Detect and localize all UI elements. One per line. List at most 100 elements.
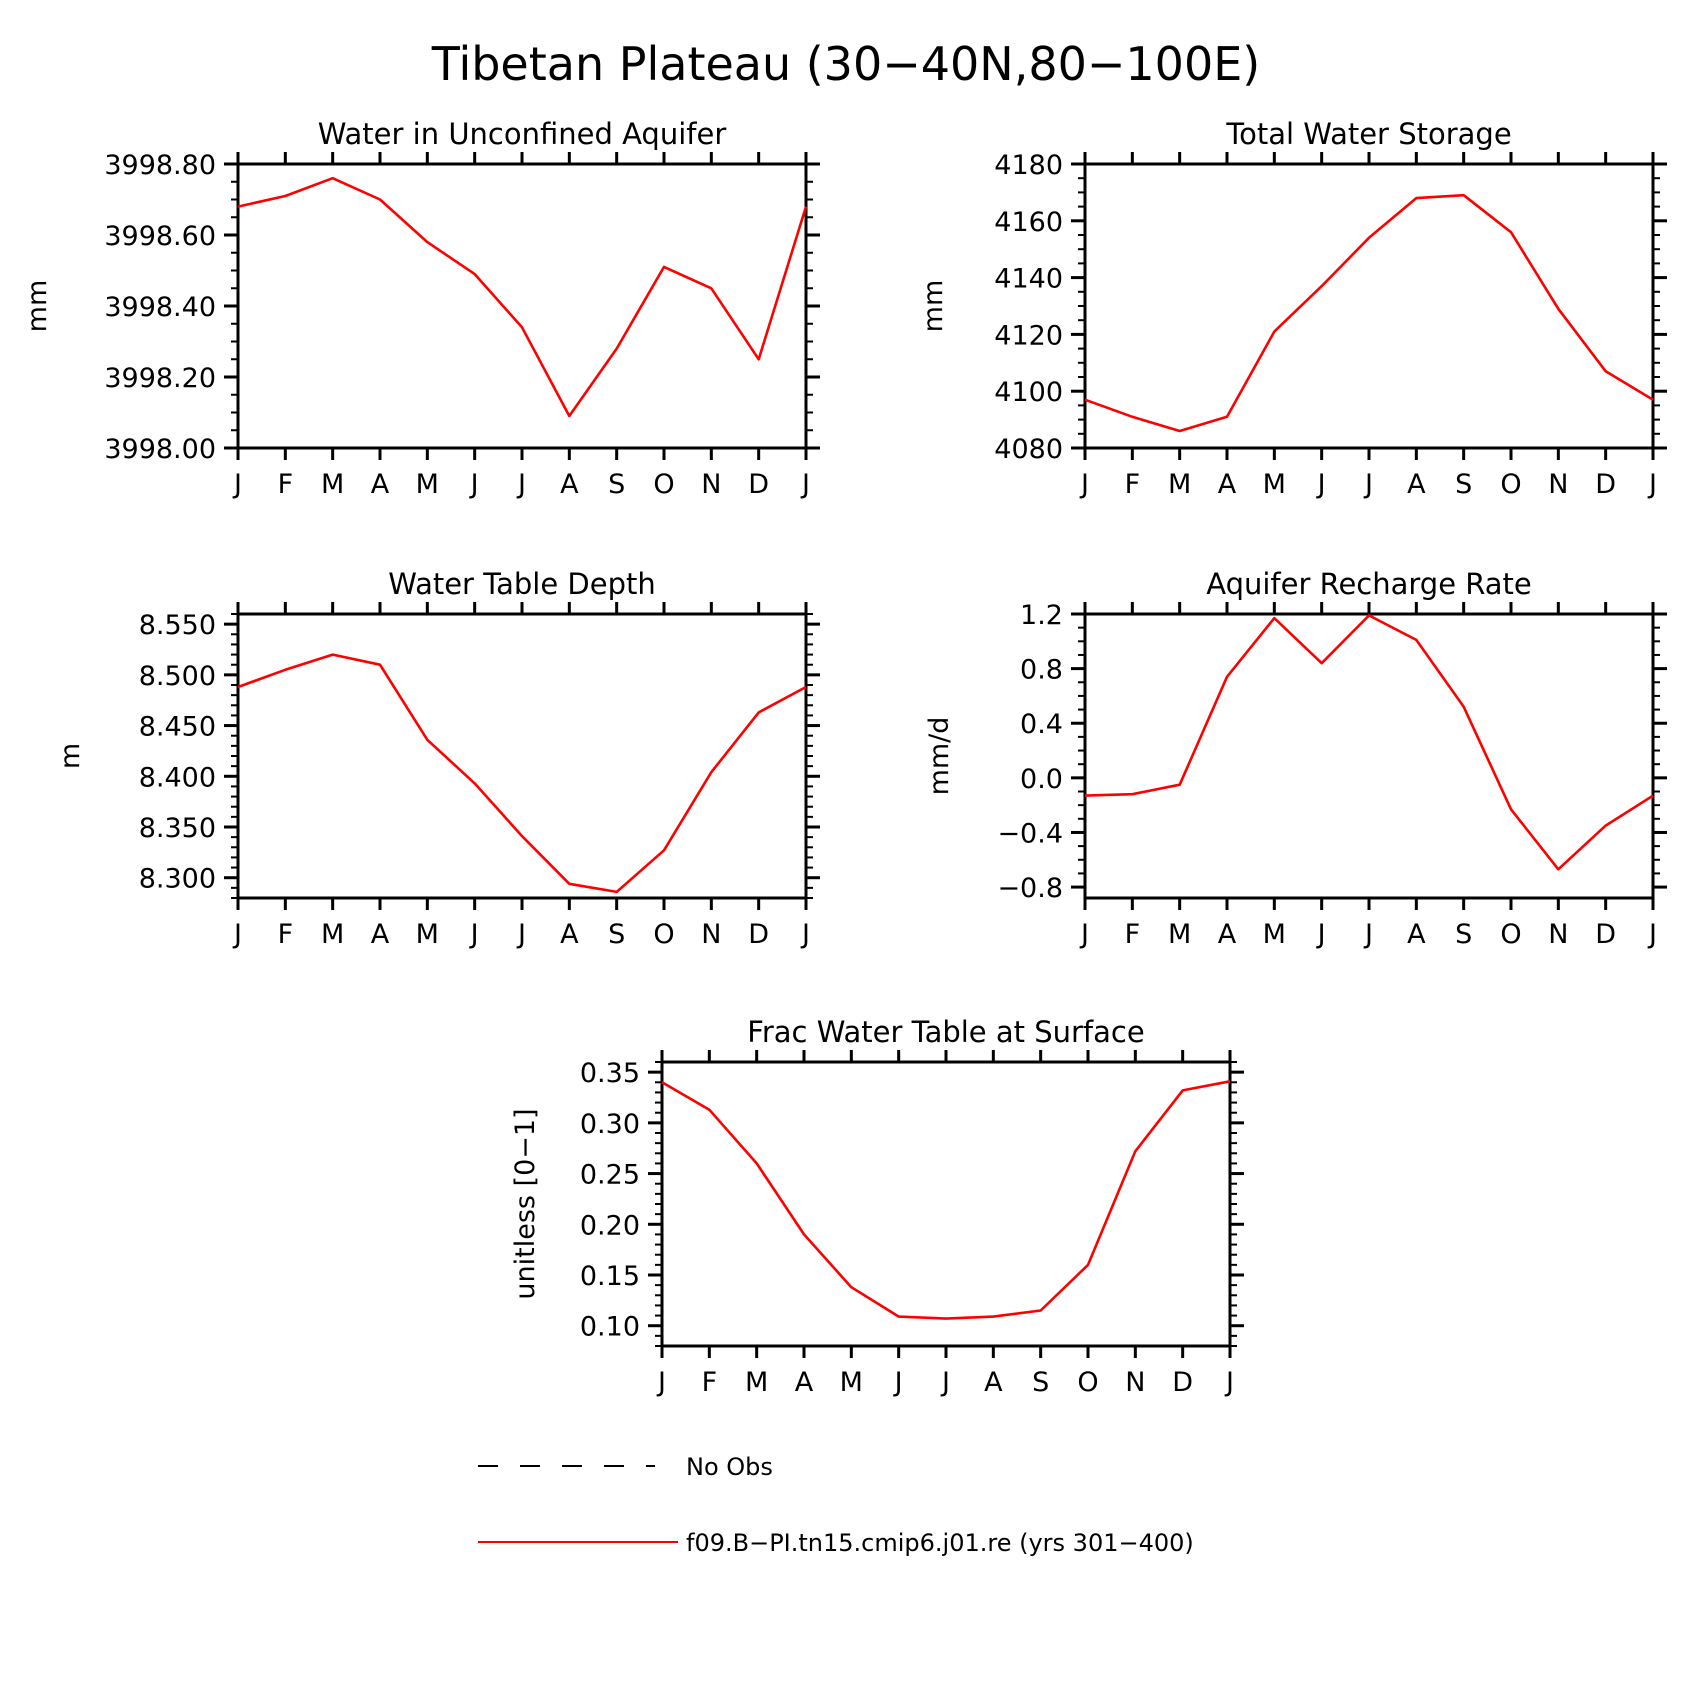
- series-line-model: [237, 653, 807, 894]
- y-tick-label: 4140: [994, 264, 1063, 295]
- y-axis-label: m: [55, 743, 86, 769]
- x-tick-label: A: [984, 1367, 1003, 1398]
- y-tick-label: −0.4: [997, 818, 1063, 849]
- x-tick-label: A: [1407, 469, 1426, 500]
- y-tick-label: 8.450: [139, 712, 216, 743]
- plot-frame: [660, 1060, 1232, 1348]
- x-tick-label: J: [516, 469, 526, 500]
- y-tick-label: 0.15: [580, 1261, 640, 1292]
- y-tick-label: 0.30: [580, 1109, 640, 1140]
- panel-title: Water in Unconfined Aquifer: [318, 117, 727, 151]
- x-tick-label: F: [1125, 469, 1141, 500]
- y-tick-label: 3998.80: [104, 150, 216, 181]
- x-tick-label: N: [1125, 1367, 1145, 1398]
- x-tick-label: M: [1168, 469, 1191, 500]
- x-tick-label: A: [1218, 469, 1237, 500]
- x-tick-label: J: [232, 919, 242, 950]
- y-tick-label: 8.550: [139, 610, 216, 641]
- x-tick-label: J: [469, 469, 479, 500]
- x-tick-label: N: [701, 469, 721, 500]
- x-tick-label: M: [321, 919, 344, 950]
- y-tick-label: 1.2: [1020, 600, 1063, 631]
- x-tick-label: A: [1218, 919, 1237, 950]
- x-tick-label: J: [800, 919, 810, 950]
- x-tick-label: S: [608, 469, 625, 500]
- y-tick-label: 4160: [994, 207, 1063, 238]
- figure-title: Tibetan Plateau (30−40N,80−100E): [431, 37, 1260, 91]
- x-tick-label: N: [1548, 469, 1568, 500]
- plot-frame: [1083, 612, 1655, 900]
- x-tick-label: A: [371, 469, 390, 500]
- y-tick-label: 0.4: [1020, 709, 1063, 740]
- series-line-model: [661, 1080, 1231, 1320]
- y-tick-label: 8.400: [139, 762, 216, 793]
- x-tick-label: J: [656, 1367, 666, 1398]
- x-tick-label: J: [232, 469, 242, 500]
- x-tick-label: O: [1500, 469, 1521, 500]
- x-tick-label: J: [893, 1367, 903, 1398]
- y-tick-label: 3998.40: [104, 292, 216, 323]
- x-tick-label: J: [1316, 919, 1326, 950]
- x-tick-label: F: [278, 919, 294, 950]
- x-tick-label: D: [1595, 919, 1616, 950]
- x-tick-label: S: [1455, 469, 1472, 500]
- x-tick-label: M: [321, 469, 344, 500]
- y-tick-label: 4180: [994, 150, 1063, 181]
- x-tick-label: S: [608, 919, 625, 950]
- y-tick-label: 4120: [994, 320, 1063, 351]
- y-tick-label: 3998.60: [104, 221, 216, 252]
- x-tick-label: J: [1316, 469, 1326, 500]
- panel-frac-water-table: Frac Water Table at Surface unitless [0−1…: [510, 1015, 1244, 1398]
- x-tick-label: N: [1548, 919, 1568, 950]
- plot-frame: [1083, 162, 1655, 450]
- x-tick-label: M: [840, 1367, 863, 1398]
- y-tick-label: 8.500: [139, 661, 216, 692]
- x-tick-label: A: [371, 919, 390, 950]
- legend-model-label: f09.B−PI.tn15.cmip6.j01.re (yrs 301−400): [686, 1529, 1194, 1557]
- series-line-model: [1084, 193, 1654, 433]
- x-tick-label: A: [560, 469, 579, 500]
- y-axis-label: mm: [918, 280, 949, 333]
- x-tick-label: J: [1647, 469, 1657, 500]
- x-tick-label: S: [1455, 919, 1472, 950]
- series-line-model: [237, 176, 808, 418]
- x-tick-label: F: [278, 469, 294, 500]
- x-tick-label: A: [795, 1367, 814, 1398]
- x-tick-label: A: [560, 919, 579, 950]
- x-tick-label: M: [416, 919, 439, 950]
- x-tick-label: J: [1363, 919, 1373, 950]
- plot-frame: [236, 162, 808, 450]
- x-tick-label: D: [1172, 1367, 1193, 1398]
- x-tick-label: J: [800, 469, 810, 500]
- x-tick-label: J: [469, 919, 479, 950]
- x-tick-label: D: [748, 919, 769, 950]
- x-tick-label: J: [1079, 919, 1089, 950]
- x-tick-label: D: [1595, 469, 1616, 500]
- y-tick-label: 0.25: [580, 1160, 640, 1191]
- x-tick-label: F: [702, 1367, 718, 1398]
- x-tick-label: O: [1500, 919, 1521, 950]
- x-tick-label: F: [1125, 919, 1141, 950]
- y-tick-label: 4100: [994, 377, 1063, 408]
- panel-title: Frac Water Table at Surface: [747, 1015, 1144, 1049]
- x-tick-label: M: [745, 1367, 768, 1398]
- y-tick-label: 0.10: [580, 1312, 640, 1343]
- series-line-model: [1084, 614, 1654, 871]
- y-tick-label: 3998.20: [104, 363, 216, 394]
- x-tick-label: A: [1407, 919, 1426, 950]
- x-tick-label: J: [940, 1367, 950, 1398]
- legend-no-obs-label: No Obs: [686, 1453, 773, 1481]
- x-tick-label: J: [1363, 469, 1373, 500]
- x-tick-label: D: [748, 469, 769, 500]
- y-axis-label: mm: [22, 280, 53, 333]
- x-tick-label: O: [1077, 1367, 1098, 1398]
- x-tick-label: M: [1263, 469, 1286, 500]
- y-axis-label: mm/d: [924, 717, 955, 796]
- y-tick-label: 0.8: [1020, 655, 1063, 686]
- x-tick-label: M: [1168, 919, 1191, 950]
- x-tick-label: J: [516, 919, 526, 950]
- x-tick-label: M: [416, 469, 439, 500]
